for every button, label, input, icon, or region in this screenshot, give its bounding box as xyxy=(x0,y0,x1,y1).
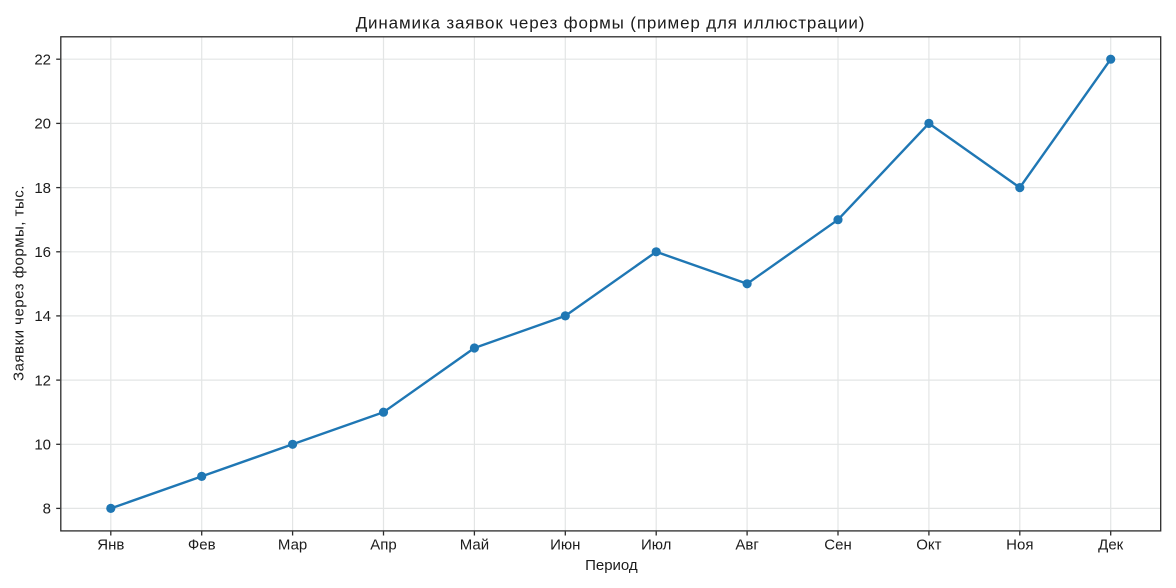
svg-text:Май: Май xyxy=(460,537,489,554)
svg-text:16: 16 xyxy=(34,244,51,261)
svg-text:Мар: Мар xyxy=(278,537,307,554)
svg-text:22: 22 xyxy=(34,52,51,69)
svg-text:Период: Период xyxy=(585,557,638,574)
svg-text:20: 20 xyxy=(34,116,51,133)
svg-text:Сен: Сен xyxy=(824,537,851,554)
svg-text:Апр: Апр xyxy=(370,537,396,554)
svg-text:Дек: Дек xyxy=(1098,537,1124,554)
svg-text:Окт: Окт xyxy=(916,537,941,554)
svg-text:Динамика заявок через формы (п: Динамика заявок через формы (пример для … xyxy=(356,13,866,32)
svg-text:Ноя: Ноя xyxy=(1006,537,1033,554)
svg-text:Заявки через формы, тыс.: Заявки через формы, тыс. xyxy=(11,185,28,381)
svg-text:Июл: Июл xyxy=(641,537,671,554)
svg-text:Июн: Июн xyxy=(550,537,580,554)
svg-text:Янв: Янв xyxy=(97,537,124,554)
svg-text:10: 10 xyxy=(34,437,51,454)
svg-text:14: 14 xyxy=(34,308,51,325)
svg-text:Фев: Фев xyxy=(188,537,216,554)
svg-text:Авг: Авг xyxy=(735,537,759,554)
svg-text:8: 8 xyxy=(43,501,51,518)
svg-text:12: 12 xyxy=(34,372,51,389)
svg-text:18: 18 xyxy=(34,180,51,197)
